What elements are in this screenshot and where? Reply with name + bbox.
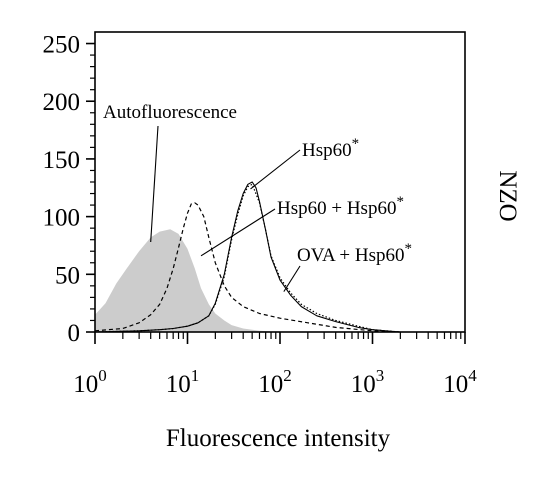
annotation-hsp60: Hsp60* [302, 136, 359, 161]
x-tick-label: 103 [351, 366, 385, 398]
series-ova-hsp60 [94, 183, 401, 333]
side-label: NZO [494, 170, 521, 221]
x-tick-label: 102 [258, 366, 292, 398]
x-axis-label: Fluorescence intensity [166, 425, 391, 452]
series-layer [94, 181, 401, 333]
annotation-ova-hsp60: OVA + Hsp60* [297, 241, 412, 266]
annotation-hsp60-hsp60: Hsp60 + Hsp60* [277, 194, 404, 219]
x-tick-label: 100 [73, 366, 107, 398]
annotation-leader-line [150, 125, 159, 243]
series-hsp60-hsp60 [94, 202, 401, 333]
y-tick-label: 0 [68, 320, 81, 347]
x-tick-label: 104 [443, 366, 477, 398]
y-tick-label: 100 [43, 205, 81, 232]
y-tick-label: 250 [43, 32, 81, 59]
y-tick-label: 150 [43, 147, 81, 174]
x-tick-label: 101 [166, 366, 200, 398]
axis-layer: 0 50 100 150 200 250 100 101 102 103 104 [43, 32, 478, 398]
annotation-leader-line [283, 265, 301, 292]
annotation-leader-line [250, 149, 301, 190]
y-tick-label: 200 [43, 89, 81, 116]
series-autofluorescence [95, 229, 280, 332]
annotation-leader-line [200, 208, 276, 257]
annotation-layer: Autofluorescence Hsp60* Hsp60 + Hsp60* OVA … [103, 102, 412, 292]
y-tick-label: 50 [55, 262, 80, 289]
annotation-autofluorescence: Autofluorescence [103, 102, 237, 123]
